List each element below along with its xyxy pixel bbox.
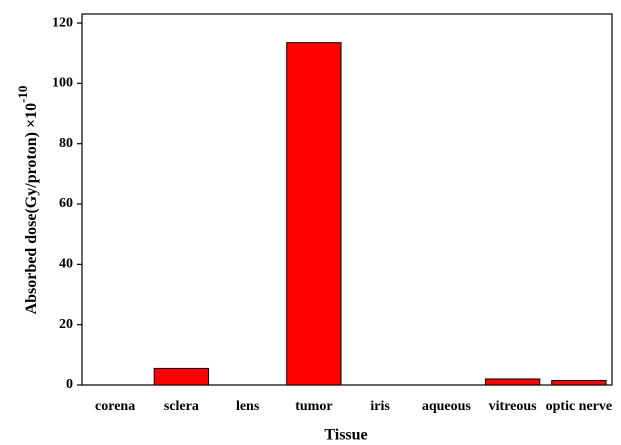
y-tick-label: 80 (59, 136, 73, 151)
bar (551, 379, 607, 386)
bar (286, 42, 342, 386)
x-tick-label: aqueous (422, 399, 472, 414)
y-tick-label: 60 (59, 196, 73, 211)
bar (153, 367, 210, 386)
y-tick-label: 20 (59, 317, 73, 332)
plot-frame (81, 13, 613, 386)
x-tick-label: vitreous (489, 399, 538, 414)
x-tick-label: corena (95, 399, 135, 414)
x-tick-label: iris (370, 399, 390, 414)
y-tick-label: 0 (66, 377, 73, 392)
x-tick-label: tumor (295, 399, 332, 414)
y-tick-label: 40 (59, 257, 73, 272)
y-axis-label-exponent: -10 (15, 86, 30, 103)
y-tick-label: 100 (52, 76, 73, 91)
x-tick-label: lens (236, 399, 260, 414)
bar (484, 378, 541, 386)
y-tick-label: 120 (52, 15, 73, 30)
x-axis-label: Tissue (324, 427, 367, 444)
y-axis-label-text: Absorbed dose(Gy/proton) ×10 (23, 103, 40, 315)
x-tick-label: sclera (164, 399, 199, 414)
y-axis-label: Absorbed dose(Gy/proton) ×10-10 (15, 86, 40, 315)
x-tick-label: optic nerve (546, 399, 612, 414)
